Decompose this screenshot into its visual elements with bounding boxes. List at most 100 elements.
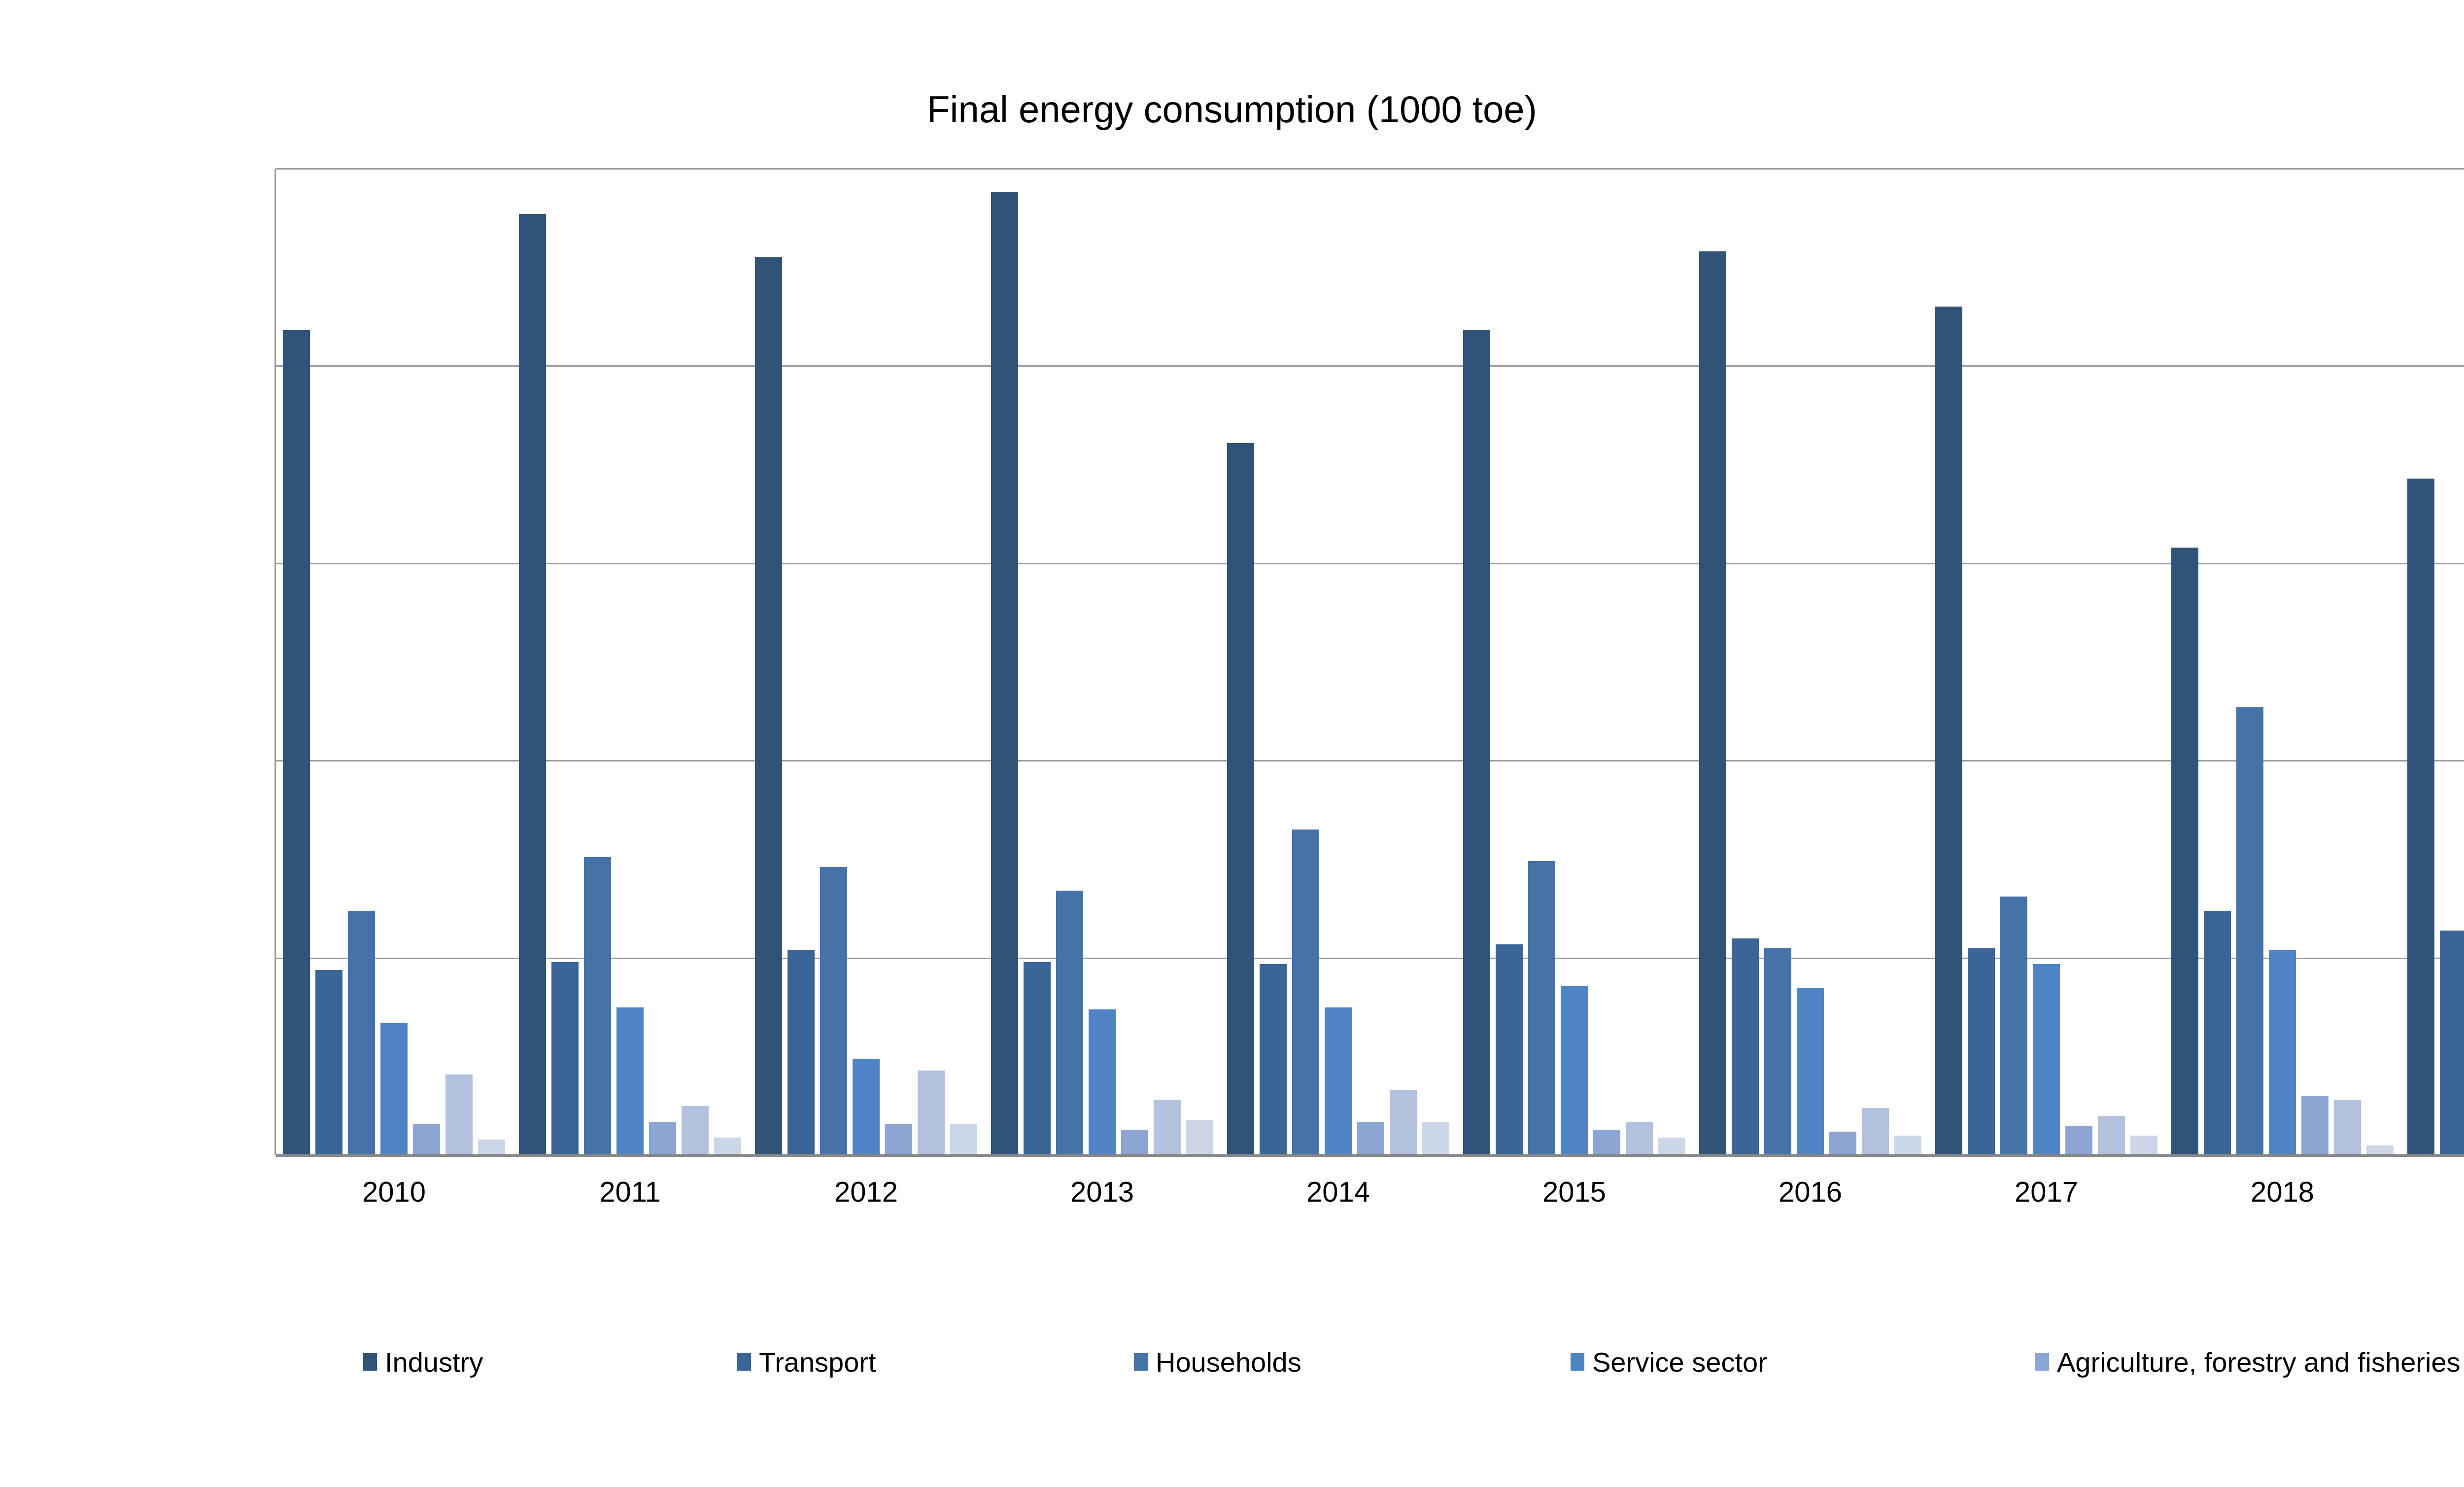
bar-group-2014 [1220,169,1456,1155]
bar-other-activities-2012 [918,1071,945,1155]
bar-non-energy-use-of-energy-2010 [478,1140,505,1155]
bar-service-sector-2013 [1089,1009,1116,1155]
bar-industry-2019 [2407,479,2434,1155]
bar-industry-2017 [1935,307,1962,1155]
x-tick-label-2014: 2014 [1220,1175,1456,1208]
legend-item-industry: Industry [363,1347,483,1377]
bar-agriculture-forestry-and-fisheries-2010 [413,1124,440,1155]
bar-non-energy-use-of-energy-2015 [1658,1138,1685,1155]
x-tick-label-2011: 2011 [512,1175,748,1208]
bar-transport-2013 [1024,962,1051,1155]
bar-other-activities-2017 [2098,1116,2125,1155]
plot-area [276,169,2464,1155]
bar-transport-2017 [1968,948,1995,1155]
bar-non-energy-use-of-energy-2012 [950,1124,977,1155]
x-tick-label-2013: 2013 [984,1175,1220,1208]
bar-group-2016 [1692,169,1928,1155]
bar-agriculture-forestry-and-fisheries-2011 [649,1122,676,1155]
bar-group-2019 [2400,169,2464,1155]
legend-label-industry: Industry [385,1346,483,1378]
bar-transport-2016 [1732,938,1759,1155]
x-tick-label-2010: 2010 [276,1175,512,1208]
bar-industry-2010 [283,330,310,1155]
bar-other-activities-2018 [2334,1100,2361,1155]
x-tick-label-2017: 2017 [1928,1175,2164,1208]
bar-industry-2012 [755,257,782,1155]
x-tick-label-2015: 2015 [1456,1175,1692,1208]
legend-label-agriculture-forestry-and-fisheries: Agriculture, forestry and fisheries [2057,1346,2461,1378]
legend-marker-agriculture-forestry-and-fisheries [2035,1353,2049,1371]
bar-transport-2014 [1260,964,1287,1155]
legend-marker-transport [737,1353,751,1371]
bar-agriculture-forestry-and-fisheries-2017 [2065,1126,2092,1155]
x-tick-label-2012: 2012 [748,1175,984,1208]
legend-marker-industry [363,1353,377,1371]
bar-service-sector-2010 [380,1023,408,1155]
legend-marker-households [1134,1353,1148,1371]
legend-label-transport: Transport [759,1346,876,1378]
bar-non-energy-use-of-energy-2017 [2130,1136,2157,1155]
legend-item-transport: Transport [737,1347,876,1377]
bar-households-2013 [1056,891,1083,1155]
bar-group-2018 [2164,169,2400,1155]
bar-households-2014 [1292,830,1319,1155]
gridline-0 [276,1154,2464,1157]
bar-non-energy-use-of-energy-2011 [714,1138,741,1155]
bar-transport-2018 [2204,911,2231,1155]
bar-group-2017 [1928,169,2164,1155]
bar-households-2018 [2236,707,2263,1155]
x-tick-label-2016: 2016 [1692,1175,1928,1208]
bar-agriculture-forestry-and-fisheries-2013 [1121,1130,1148,1155]
bar-other-activities-2013 [1154,1100,1181,1155]
bar-other-activities-2015 [1626,1122,1653,1155]
bar-group-2011 [512,169,748,1155]
x-tick-label-2019: 2019 [2400,1175,2464,1208]
bar-other-activities-2010 [445,1074,473,1155]
bar-transport-2019 [2440,931,2464,1155]
chart-title: Final energy consumption (1000 toe) [0,88,2464,131]
bar-households-2015 [1528,861,1555,1155]
bar-service-sector-2015 [1561,986,1588,1155]
legend-label-service-sector: Service sector [1592,1346,1767,1378]
bar-households-2017 [2000,897,2027,1155]
bar-group-2013 [984,169,1220,1155]
legend-label-households: Households [1156,1346,1301,1378]
bar-transport-2012 [787,950,815,1155]
bar-group-2015 [1456,169,1692,1155]
bar-transport-2010 [315,970,342,1155]
bar-other-activities-2011 [682,1106,709,1155]
bar-households-2011 [584,857,611,1155]
bar-service-sector-2018 [2269,950,2296,1155]
bar-industry-2016 [1699,251,1726,1155]
bar-non-energy-use-of-energy-2013 [1186,1120,1213,1155]
bar-non-energy-use-of-energy-2014 [1422,1122,1449,1155]
legend-item-households: Households [1134,1347,1301,1377]
bar-households-2016 [1764,948,1791,1155]
bar-industry-2018 [2171,548,2198,1155]
bar-industry-2011 [519,214,546,1155]
bar-service-sector-2017 [2033,964,2060,1155]
legend-item-agriculture-forestry-and-fisheries: Agriculture, forestry and fisheries [2035,1347,2461,1377]
bar-group-2010 [276,169,512,1155]
bar-agriculture-forestry-and-fisheries-2012 [885,1124,912,1155]
bar-service-sector-2014 [1325,1007,1352,1155]
bar-service-sector-2012 [853,1059,880,1155]
bar-agriculture-forestry-and-fisheries-2016 [1829,1132,1856,1155]
bar-non-energy-use-of-energy-2016 [1894,1136,1921,1155]
bar-agriculture-forestry-and-fisheries-2018 [2301,1096,2328,1155]
legend-marker-service-sector [1571,1353,1584,1371]
bar-industry-2013 [991,192,1018,1155]
bar-agriculture-forestry-and-fisheries-2014 [1357,1122,1384,1155]
bar-households-2012 [820,867,847,1155]
bar-other-activities-2016 [1862,1108,1889,1155]
bar-group-2012 [748,169,984,1155]
bar-industry-2015 [1463,330,1490,1155]
bar-service-sector-2016 [1797,988,1824,1155]
bar-agriculture-forestry-and-fisheries-2015 [1593,1130,1620,1155]
x-tick-label-2018: 2018 [2164,1175,2400,1208]
bar-other-activities-2014 [1390,1090,1417,1155]
bar-households-2010 [348,911,375,1155]
bar-non-energy-use-of-energy-2018 [2366,1145,2394,1155]
legend-item-service-sector: Service sector [1571,1347,1767,1377]
bar-service-sector-2011 [616,1007,644,1155]
